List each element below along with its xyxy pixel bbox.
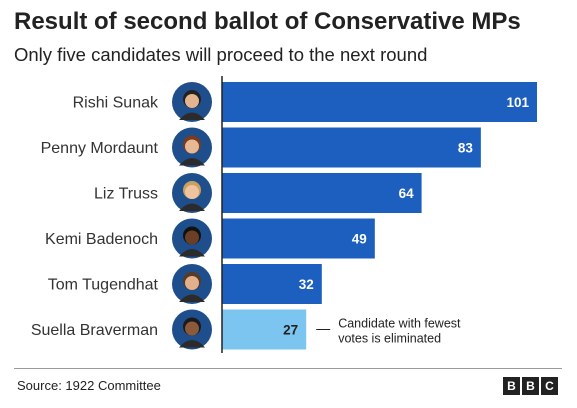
chart-subtitle: Only five candidates will proceed to the… <box>14 44 428 65</box>
bbc-logo: B B C <box>503 377 558 395</box>
bbc-logo-letter: B <box>503 377 520 395</box>
bar <box>222 173 422 213</box>
photo-face <box>185 276 199 290</box>
chart-title: Result of second ballot of Conservative … <box>14 8 521 35</box>
annotation-text: Candidate with fewest <box>338 317 461 331</box>
photo-face <box>185 139 199 154</box>
bar-value-label: 101 <box>506 95 529 110</box>
bar <box>222 264 322 304</box>
annotation-text: votes is eliminated <box>338 332 441 346</box>
bar <box>222 218 375 259</box>
photo-face <box>185 321 199 336</box>
photo-shoulders <box>179 340 205 348</box>
photo-shoulders <box>179 294 205 302</box>
photo-face <box>185 230 199 245</box>
photo-shoulders <box>179 249 205 257</box>
source-note: Source: 1922 Committee <box>17 378 161 393</box>
photo-shoulders <box>179 158 205 166</box>
candidate-name: Rishi Sunak <box>73 95 159 112</box>
bar-value-label: 32 <box>299 277 314 292</box>
footer-divider <box>14 368 562 369</box>
bar-value-label: 64 <box>399 186 415 201</box>
candidate-name: Kemi Badenoch <box>45 231 158 248</box>
bar-value-label: 27 <box>283 323 298 338</box>
candidate-name: Liz Truss <box>94 186 158 203</box>
photo-shoulders <box>179 203 205 211</box>
bar-value-label: 83 <box>458 141 474 156</box>
photo-shoulders <box>179 112 205 120</box>
candidate-name: Suella Braverman <box>31 322 158 339</box>
bar <box>222 309 307 350</box>
bbc-logo-letter: B <box>522 377 539 395</box>
bbc-logo-letter: C <box>541 377 558 395</box>
bar <box>222 82 537 122</box>
candidate-name: Penny Mordaunt <box>41 140 159 157</box>
bar-value-label: 49 <box>352 232 367 247</box>
bar <box>222 127 481 168</box>
photo-face <box>185 185 199 199</box>
candidate-name: Tom Tugendhat <box>48 277 159 294</box>
photo-face <box>185 94 199 108</box>
